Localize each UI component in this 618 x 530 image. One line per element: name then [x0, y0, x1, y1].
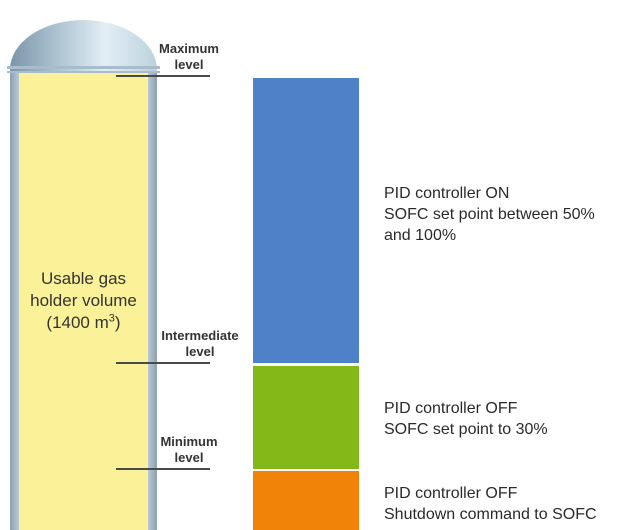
maximum-level-label: Maximum level: [150, 41, 228, 73]
usable-volume-line3: (1400 m3): [19, 312, 148, 334]
band-pid-off-30-line1: PID controller OFF: [384, 400, 518, 417]
maximum-level-line2: level: [174, 57, 204, 72]
gas-holder-rim: [7, 66, 160, 69]
gas-holder-volume: [19, 73, 148, 530]
band-shutdown-line1: PID controller OFF: [384, 485, 518, 502]
usable-volume-close-paren: ): [114, 313, 121, 332]
band-shutdown: [253, 471, 359, 530]
gas-holder-right-wall: [148, 73, 157, 530]
gas-holder-left-wall: [10, 73, 19, 530]
band-shutdown-text: PID controller OFF Shutdown command to S…: [384, 483, 597, 525]
intermediate-level-line1: Intermediate: [161, 328, 239, 343]
intermediate-level-label: Intermediate level: [152, 328, 248, 360]
usable-volume-label: Usable gas holder volume (1400 m3): [19, 268, 148, 334]
gas-holder-rim-lower: [7, 71, 160, 73]
band-pid-off-30: [253, 366, 359, 469]
usable-volume-line1: Usable gas: [40, 269, 127, 288]
maximum-level-line1: Maximum: [159, 41, 219, 56]
band-shutdown-line2: Shutdown command to SOFC: [384, 506, 597, 523]
band-pid-on-line2: SOFC set point between 50%: [384, 206, 595, 223]
band-pid-on-line1: PID controller ON: [384, 185, 510, 202]
band-pid-off-30-line2: SOFC set point to 30%: [384, 421, 548, 438]
usable-volume-value: (1400 m: [46, 313, 109, 332]
band-pid-on-text: PID controller ON SOFC set point between…: [384, 183, 595, 246]
usable-volume-unit-exponent: 3: [108, 312, 115, 325]
band-pid-on: [253, 78, 359, 363]
band-pid-off-30-text: PID controller OFF SOFC set point to 30%: [384, 398, 548, 440]
intermediate-level-line2: level: [185, 344, 215, 359]
minimum-level-line: [116, 468, 210, 470]
minimum-level-line1: Minimum: [160, 434, 218, 449]
band-pid-on-line3: and 100%: [384, 227, 457, 244]
minimum-level-line2: level: [174, 450, 204, 465]
minimum-level-label: Minimum level: [150, 434, 228, 466]
usable-volume-line2: holder volume: [30, 291, 137, 310]
intermediate-level-line: [116, 362, 210, 364]
maximum-level-line: [116, 75, 210, 77]
gas-holder-dome: [10, 20, 157, 78]
